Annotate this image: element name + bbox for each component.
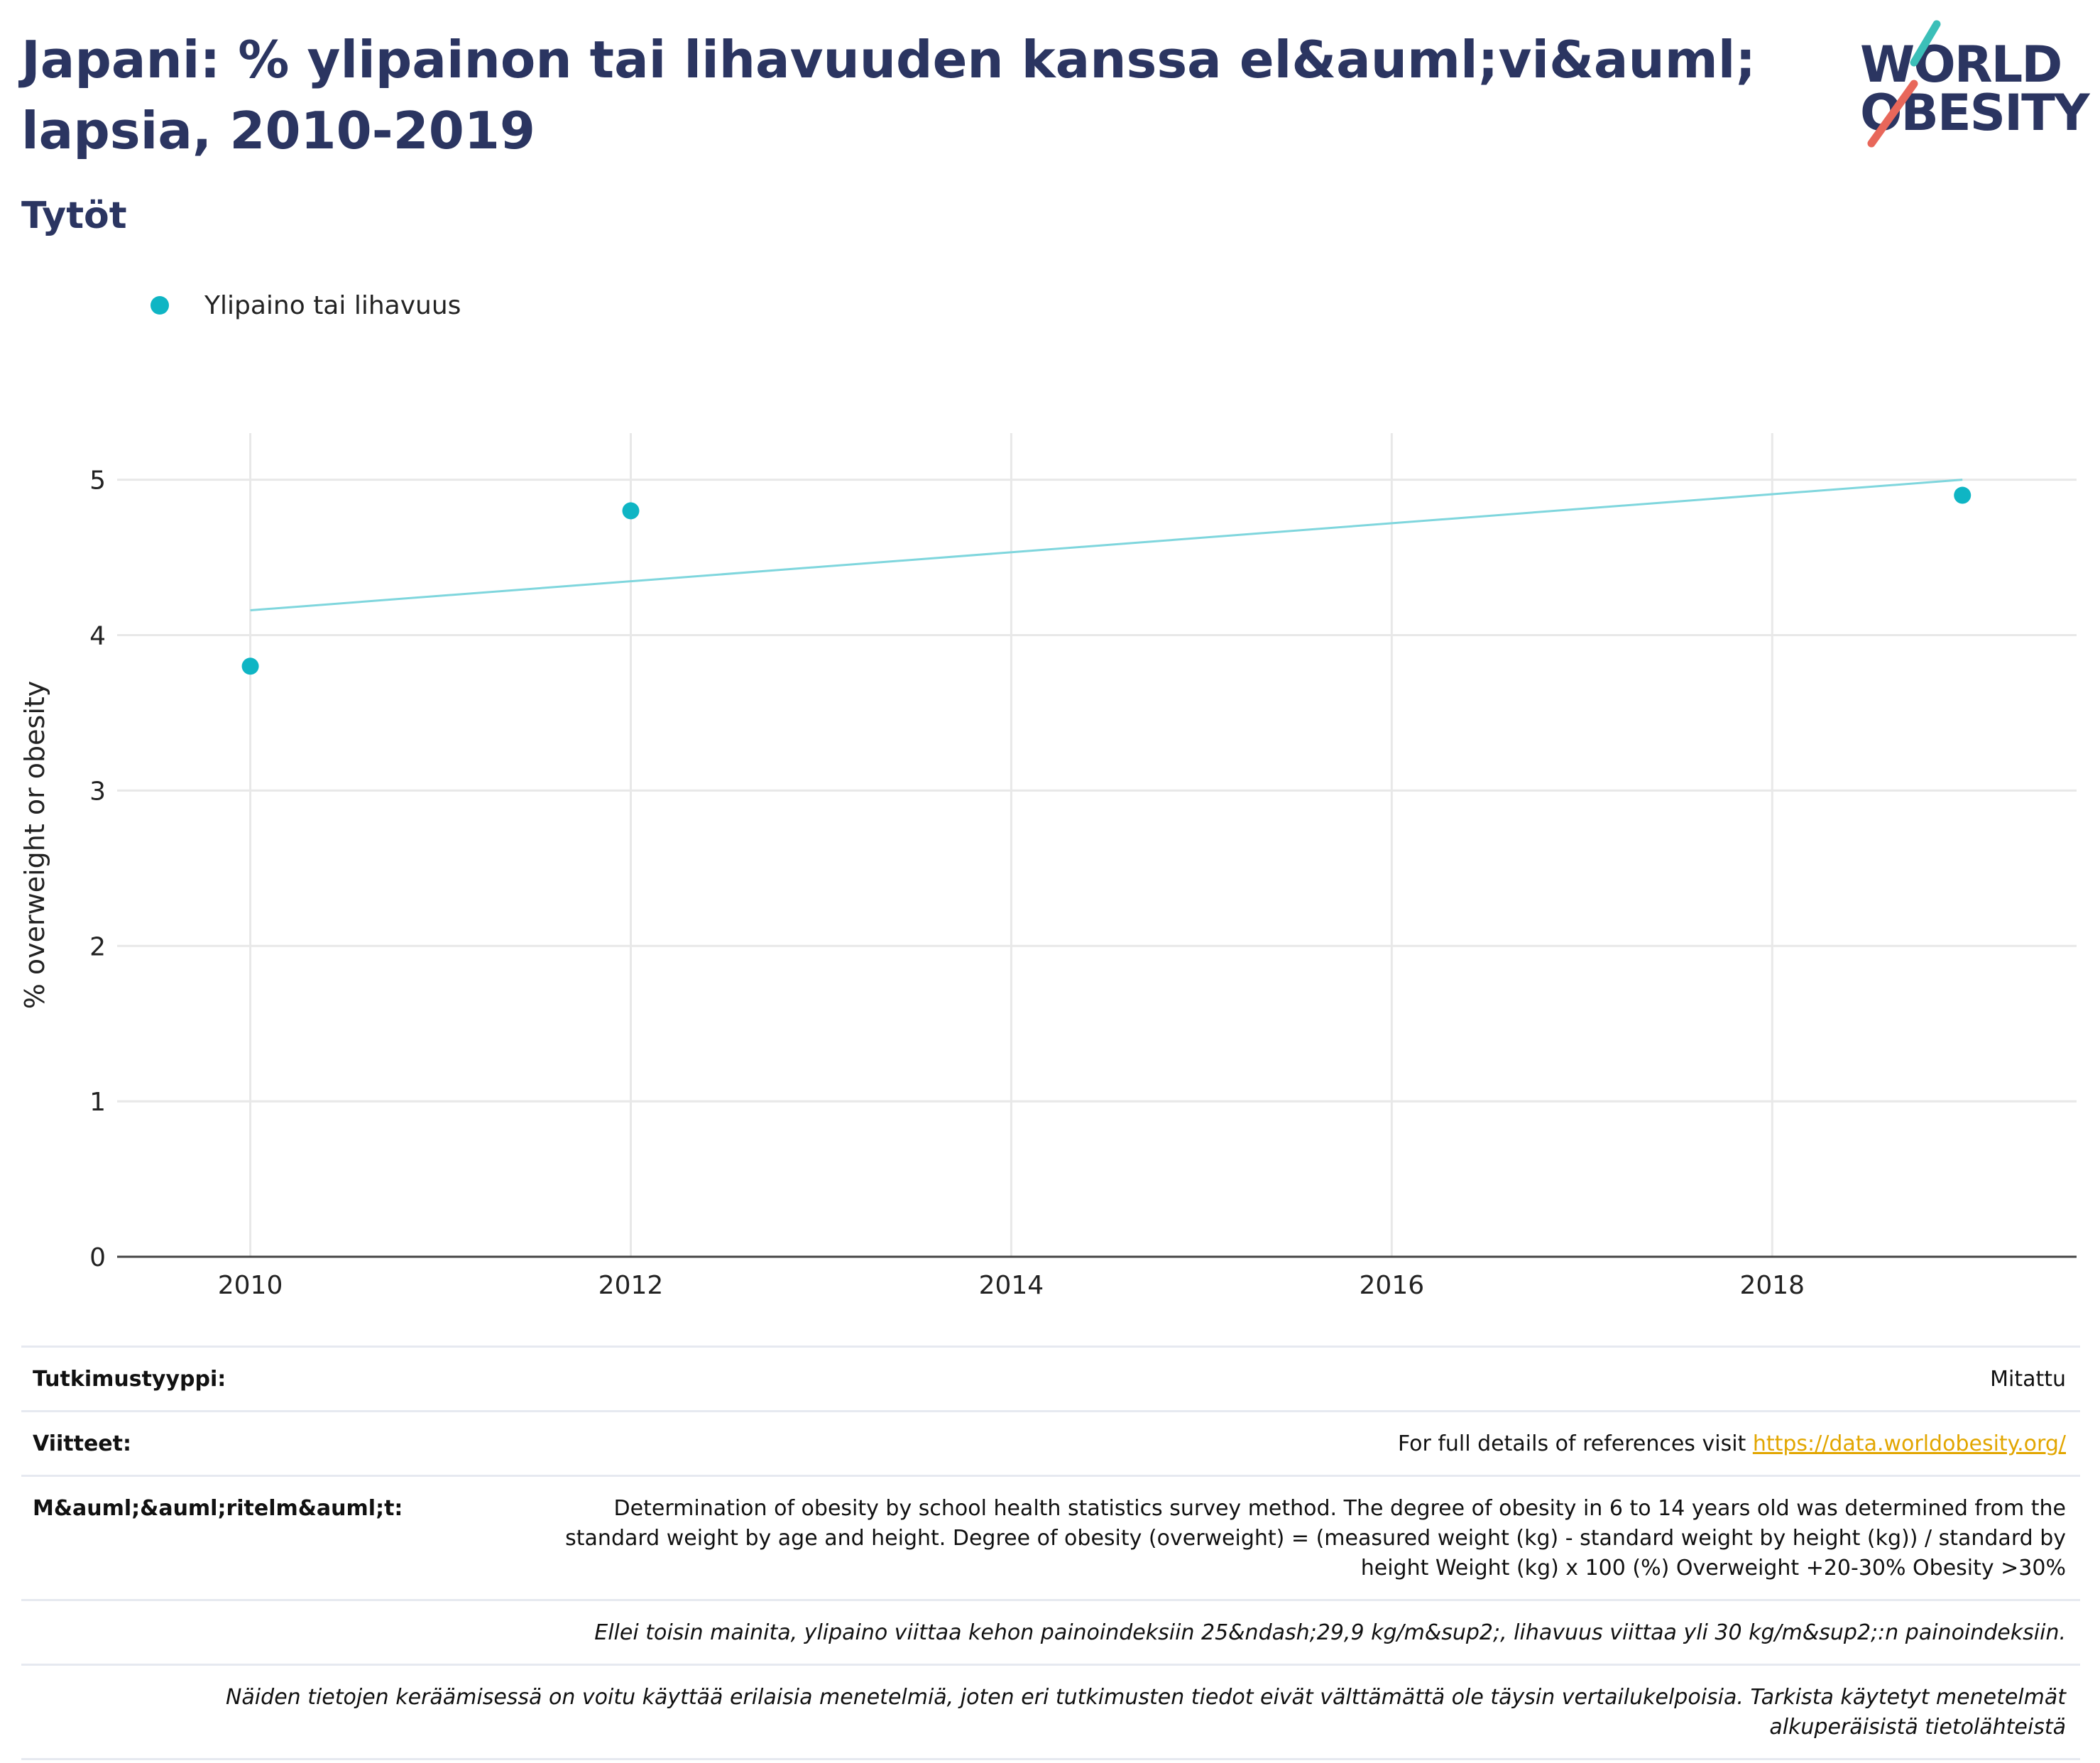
x-tick-label: 2010 — [218, 1271, 283, 1300]
data-points — [241, 486, 1972, 675]
x-tick-label: 2018 — [1739, 1271, 1805, 1300]
legend-marker-icon — [151, 296, 169, 315]
world-obesity-logo: WORLD OBESITY — [1846, 18, 2090, 160]
y-tick-label: 3 — [89, 777, 106, 806]
comparability-note: Näiden tietojen keräämisessä on voitu kä… — [225, 1685, 2066, 1740]
scatter-chart: 0 1 2 3 4 5 2010 2012 2014 2016 2018 % overweight … — [19, 433, 2077, 1300]
chart-legend: Ylipaino tai lihavuus — [151, 284, 461, 327]
references-value: For full details of references visit htt… — [174, 1429, 2066, 1459]
legend-label: Ylipaino tai lihavuus — [204, 290, 461, 320]
logo-line-2: OBESITY — [1860, 84, 2090, 142]
y-axis-label: % overweight or obesity — [19, 681, 50, 1010]
y-tick-label: 2 — [89, 932, 106, 961]
data-point — [1954, 486, 1972, 504]
y-tick-label: 1 — [89, 1088, 106, 1117]
page-title: Japani: % ylipainon tai lihavuuden kanss… — [21, 30, 1756, 160]
y-tick-label: 4 — [89, 622, 106, 651]
info-row-note-2: Näiden tietojen keräämisessä on voitu kä… — [21, 1664, 2080, 1760]
axes: 0 1 2 3 4 5 2010 2012 2014 2016 2018 — [89, 466, 2077, 1300]
references-link[interactable]: https://data.worldobesity.org/ — [1752, 1431, 2066, 1456]
y-tick-label: 5 — [89, 466, 106, 496]
info-row-references: Viitteet: For full details of references… — [21, 1410, 2080, 1475]
references-text: For full details of references visit — [1397, 1431, 1753, 1456]
references-label: Viitteet: — [33, 1431, 131, 1456]
data-point — [241, 657, 259, 675]
info-row-methods: M&auml;&auml;ritelm&auml;t: Determinatio… — [21, 1475, 2080, 1599]
methods-label: M&auml;&auml;ritelm&auml;t: — [33, 1496, 403, 1521]
study-type-value: Mitattu — [1990, 1367, 2066, 1392]
x-tick-label: 2016 — [1360, 1271, 1425, 1300]
x-tick-label: 2014 — [979, 1271, 1044, 1300]
trend-line-layer — [250, 479, 1963, 612]
bmi-note: Ellei toisin mainita, ylipaino viittaa k… — [594, 1620, 2066, 1645]
data-point — [622, 502, 640, 520]
x-tick-label: 2012 — [598, 1271, 664, 1300]
y-tick-label: 0 — [89, 1243, 106, 1272]
page-subtitle: Tytöt — [21, 195, 127, 237]
study-type-label: Tutkimustyyppi: — [33, 1367, 226, 1392]
trend-line — [250, 479, 1963, 612]
logo-slash-icon — [1867, 20, 1941, 148]
info-row-study-type: Tutkimustyyppi: Mitattu — [21, 1346, 2080, 1410]
logo-line-1: WORLD — [1860, 36, 2062, 94]
methods-text: Determination of obesity by school healt… — [565, 1496, 2066, 1581]
info-row-note-1: Ellei toisin mainita, ylipaino viittaa k… — [21, 1599, 2080, 1664]
grid-lines — [117, 433, 2077, 1257]
info-table: Tutkimustyyppi: Mitattu Viitteet: For fu… — [21, 1346, 2080, 1760]
